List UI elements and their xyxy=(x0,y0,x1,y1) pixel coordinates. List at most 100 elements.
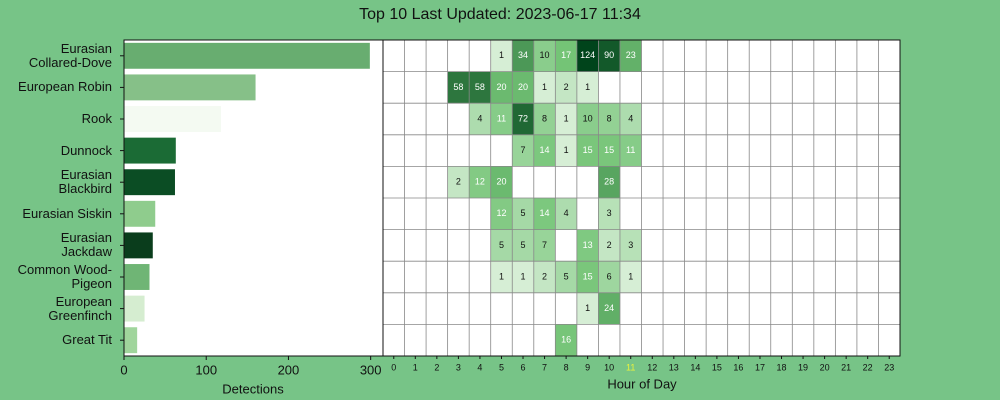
cell-label: 10 xyxy=(540,50,550,60)
x-tick-label: 17 xyxy=(755,362,765,372)
heat-cell xyxy=(512,229,534,262)
y-tick-label: Dunnock xyxy=(60,142,112,158)
cell-label: 20 xyxy=(496,82,506,92)
x-tick-label: 22 xyxy=(863,362,873,372)
cell-label: 34 xyxy=(518,50,528,60)
heat-cell xyxy=(598,261,620,293)
heat-cell xyxy=(533,134,556,167)
bar xyxy=(124,137,176,164)
heat-cell xyxy=(469,166,491,198)
cell-label: 6 xyxy=(607,271,612,281)
heat-cell xyxy=(555,324,577,356)
bar xyxy=(124,295,145,322)
heat-cell xyxy=(490,198,513,230)
heat-cell xyxy=(490,229,513,262)
x-tick-label: 20 xyxy=(820,362,830,372)
heat-cell xyxy=(490,71,513,104)
cell-label: 11 xyxy=(497,113,506,123)
heat-cell xyxy=(598,103,620,135)
cell-label: 24 xyxy=(604,303,614,313)
cell-label: 3 xyxy=(628,240,633,250)
cell-label: 4 xyxy=(628,113,633,123)
cell-label: 1 xyxy=(499,271,504,281)
x-axis-label: Hour of Day xyxy=(607,376,677,391)
heat-cell xyxy=(619,40,642,72)
heat-cell xyxy=(533,198,556,230)
cell-label: 72 xyxy=(518,113,528,123)
heat-cell xyxy=(576,292,599,325)
cell-label: 10 xyxy=(583,113,593,123)
x-tick-label: 12 xyxy=(647,362,657,372)
cell-label: 124 xyxy=(580,50,595,60)
heat-cell xyxy=(576,229,599,262)
heat-cell xyxy=(555,40,577,72)
cell-label: 20 xyxy=(496,177,506,187)
cell-label: 1 xyxy=(585,82,590,92)
heat-cell xyxy=(512,261,534,293)
cell-label: 2 xyxy=(456,177,461,187)
y-tick-label: European Robin xyxy=(18,79,112,95)
cell-label: 5 xyxy=(521,208,526,218)
x-axis-label: Detections xyxy=(222,381,284,396)
heat-cell xyxy=(555,198,577,230)
cell-label: 12 xyxy=(496,208,506,218)
heat-cell xyxy=(555,134,577,167)
x-tick-label: 0 xyxy=(391,362,396,372)
x-tick-label: 19 xyxy=(798,362,808,372)
cell-label: 4 xyxy=(564,208,569,218)
cell-label: 58 xyxy=(453,82,463,92)
heat-cell xyxy=(512,103,534,135)
x-tick-label: 7 xyxy=(542,362,547,372)
cell-label: 58 xyxy=(475,82,485,92)
heat-cell xyxy=(512,198,534,230)
cell-label: 14 xyxy=(540,208,550,218)
x-tick-label: 21 xyxy=(841,362,851,372)
heat-cell xyxy=(598,134,620,167)
heat-cell xyxy=(576,261,599,293)
cell-label: 4 xyxy=(477,113,482,123)
heat-cell xyxy=(469,71,491,104)
cell-label: 2 xyxy=(607,240,612,250)
bar xyxy=(124,232,153,259)
x-tick-label: 5 xyxy=(499,362,504,372)
heat-cell xyxy=(619,229,642,262)
heat-cell xyxy=(598,166,620,198)
heat-cell xyxy=(598,40,620,72)
cell-label: 17 xyxy=(561,50,571,60)
x-tick-label: 6 xyxy=(521,362,526,372)
heat-cell xyxy=(576,103,599,135)
x-tick-label: 1 xyxy=(413,362,418,372)
y-tick-label: Great Tit xyxy=(62,332,112,348)
cell-label: 1 xyxy=(521,271,526,281)
bar xyxy=(124,264,150,290)
x-tick-label: 100 xyxy=(195,362,217,377)
heat-cell xyxy=(598,198,620,230)
chart-title: Top 10 Last Updated: 2023-06-17 11:34 xyxy=(359,6,641,23)
x-tick-label: 23 xyxy=(884,362,894,372)
heat-cell xyxy=(490,261,513,293)
heat-cell xyxy=(619,103,642,135)
x-tick-label: 8 xyxy=(564,362,569,372)
heat-cell xyxy=(512,71,534,104)
heat-cell xyxy=(512,40,534,72)
bar xyxy=(124,327,138,354)
x-tick-label: 16 xyxy=(733,362,743,372)
heat-cell xyxy=(512,134,534,167)
cell-label: 5 xyxy=(564,271,569,281)
heat-cell xyxy=(533,40,556,72)
heat-cell xyxy=(598,229,620,262)
cell-label: 28 xyxy=(604,177,614,187)
x-tick-label: 15 xyxy=(712,362,722,372)
heat-cell xyxy=(555,103,577,135)
cell-label: 7 xyxy=(542,240,547,250)
heat-cell xyxy=(619,134,642,167)
x-tick-label: 4 xyxy=(477,362,482,372)
bar xyxy=(124,200,156,227)
heat-cell xyxy=(598,292,620,325)
heat-cell xyxy=(469,103,491,135)
cell-label: 3 xyxy=(607,208,612,218)
x-tick-label: 200 xyxy=(278,362,300,377)
x-tick-label: 13 xyxy=(669,362,679,372)
